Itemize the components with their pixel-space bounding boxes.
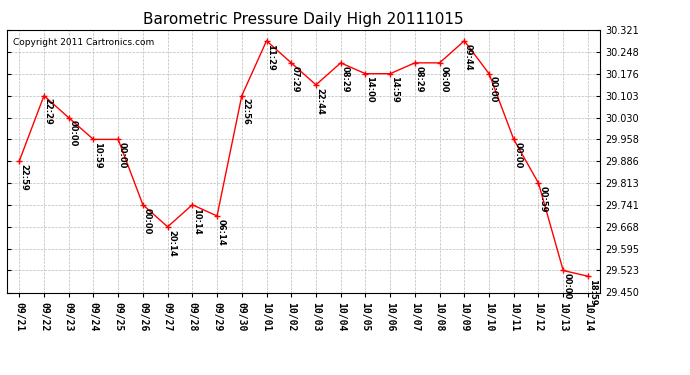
- Text: 20:14: 20:14: [167, 230, 176, 256]
- Text: 00:59: 00:59: [538, 186, 547, 212]
- Text: 06:00: 06:00: [440, 66, 449, 92]
- Text: 09:44: 09:44: [464, 44, 473, 70]
- Text: 08:29: 08:29: [340, 66, 349, 92]
- Text: 22:29: 22:29: [43, 99, 52, 125]
- Text: 11:29: 11:29: [266, 44, 275, 70]
- Text: 07:29: 07:29: [291, 66, 300, 92]
- Text: 06:14: 06:14: [217, 219, 226, 246]
- Text: 14:59: 14:59: [390, 76, 399, 103]
- Title: Barometric Pressure Daily High 20111015: Barometric Pressure Daily High 20111015: [144, 12, 464, 27]
- Text: 14:00: 14:00: [365, 76, 374, 103]
- Text: 22:44: 22:44: [315, 88, 324, 114]
- Text: 18:59: 18:59: [588, 279, 597, 306]
- Text: 22:59: 22:59: [19, 164, 28, 190]
- Text: 10:14: 10:14: [192, 208, 201, 234]
- Text: 10:59: 10:59: [93, 142, 102, 169]
- Text: 00:00: 00:00: [143, 208, 152, 234]
- Text: 00:00: 00:00: [563, 273, 572, 300]
- Text: Copyright 2011 Cartronics.com: Copyright 2011 Cartronics.com: [13, 38, 154, 47]
- Text: 08:29: 08:29: [415, 66, 424, 92]
- Text: 22:56: 22:56: [241, 99, 250, 125]
- Text: 00:00: 00:00: [489, 76, 497, 103]
- Text: 00:00: 00:00: [513, 142, 522, 168]
- Text: 00:00: 00:00: [118, 142, 127, 168]
- Text: 00:00: 00:00: [68, 120, 77, 147]
